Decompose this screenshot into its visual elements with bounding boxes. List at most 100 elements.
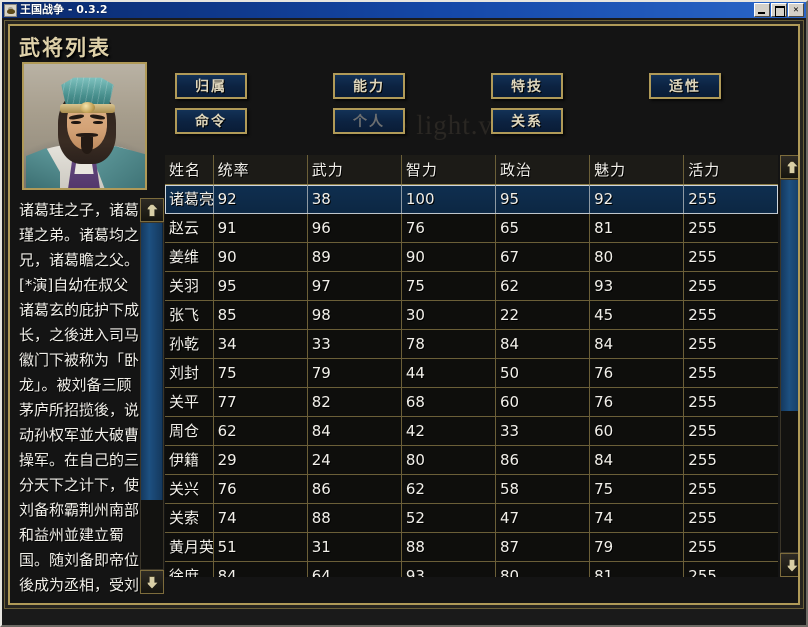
cell-leadership: 91	[213, 213, 308, 243]
table-row[interactable]: 伊籍 29 24 80 86 84 255	[165, 445, 778, 475]
column-header-leadership[interactable]: 统率	[213, 155, 308, 185]
biography-scroll-track[interactable]	[140, 222, 164, 570]
cell-might: 86	[307, 474, 402, 504]
portrait-brow-left	[68, 113, 85, 121]
cell-might: 84	[307, 416, 402, 446]
cell-might: 82	[307, 387, 402, 417]
biography-text: 诸葛珪之子，诸葛瑾之弟。诸葛均之兄，诸葛瞻之父。[*演]自幼在叔父诸葛玄的庇护下…	[19, 201, 140, 594]
column-header-charisma[interactable]: 魅力	[589, 155, 685, 185]
roster-scroll-thumb[interactable]	[781, 180, 798, 411]
cell-charisma: 75	[589, 474, 685, 504]
table-row[interactable]: 关羽 95 97 75 62 93 255	[165, 271, 778, 301]
cell-leadership: 92	[213, 184, 308, 214]
minimize-button[interactable]	[754, 3, 770, 17]
cell-name: 孙乾	[165, 329, 214, 359]
portrait-eye-right	[93, 121, 103, 124]
cell-leadership: 51	[213, 532, 308, 562]
cell-intellect: 62	[401, 474, 497, 504]
cell-intellect: 90	[401, 242, 497, 272]
roster-table: 姓名 统率 武力 智力 政治 魅力 活力 诸葛亮 92 38 100 95 92 255 赵云…	[165, 155, 778, 577]
tab-geren[interactable]: 个人	[333, 108, 405, 134]
cell-vitality: 255	[683, 329, 778, 359]
column-header-might[interactable]: 武力	[307, 155, 402, 185]
cell-charisma: 81	[589, 561, 685, 577]
roster-scroll-up-icon[interactable]	[780, 155, 798, 179]
cell-leadership: 77	[213, 387, 308, 417]
window-title: 王国战争 - 0.3.2	[20, 3, 108, 16]
cell-politics: 33	[495, 416, 591, 446]
cell-vitality: 255	[683, 532, 778, 562]
cell-might: 31	[307, 532, 402, 562]
cell-leadership: 74	[213, 503, 308, 533]
cell-politics: 47	[495, 503, 591, 533]
roster-table-body: 诸葛亮 92 38 100 95 92 255 赵云 91 96 76 65 81 255 姜维 90 89 90…	[165, 184, 778, 577]
roster-table-container[interactable]: 姓名 统率 武力 智力 政治 魅力 活力 诸葛亮 92 38 100 95 92 255 赵云…	[165, 155, 778, 577]
table-row[interactable]: 关兴 76 86 62 58 75 255	[165, 474, 778, 504]
biography-scrollbar[interactable]	[140, 198, 164, 594]
column-header-politics[interactable]: 政治	[495, 155, 591, 185]
table-row[interactable]: 关索 74 88 52 47 74 255	[165, 503, 778, 533]
table-row[interactable]: 孙乾 34 33 78 84 84 255	[165, 329, 778, 359]
cell-politics: 58	[495, 474, 591, 504]
character-portrait	[22, 62, 147, 190]
cell-name: 刘封	[165, 358, 214, 388]
cell-might: 33	[307, 329, 402, 359]
table-row[interactable]: 姜维 90 89 90 67 80 255	[165, 242, 778, 272]
window-controls: ✕	[754, 3, 805, 17]
portrait-hat-jewel	[80, 102, 95, 113]
biography-scroll-up-icon[interactable]	[140, 198, 164, 222]
table-row[interactable]: 黄月英 51 31 88 87 79 255	[165, 532, 778, 562]
tab-guanxi[interactable]: 关系	[491, 108, 563, 134]
roster-scroll-down-icon[interactable]	[780, 553, 798, 577]
column-header-name[interactable]: 姓名	[165, 155, 214, 185]
roster-scrollbar[interactable]	[780, 155, 798, 577]
portrait-beard	[81, 137, 93, 154]
tab-mingling[interactable]: 命令	[175, 108, 247, 134]
cell-intellect: 30	[401, 300, 497, 330]
cell-charisma: 84	[589, 445, 685, 475]
tab-teji[interactable]: 特技	[491, 73, 563, 99]
close-button[interactable]: ✕	[788, 3, 804, 17]
cell-leadership: 34	[213, 329, 308, 359]
cell-charisma: 76	[589, 358, 685, 388]
cell-intellect: 52	[401, 503, 497, 533]
cell-politics: 50	[495, 358, 591, 388]
tab-shixing[interactable]: 适性	[649, 73, 721, 99]
table-row[interactable]: 刘封 75 79 44 50 76 255	[165, 358, 778, 388]
cell-vitality: 255	[683, 445, 778, 475]
cell-politics: 95	[495, 184, 591, 214]
table-row[interactable]: 赵云 91 96 76 65 81 255	[165, 213, 778, 243]
cell-might: 88	[307, 503, 402, 533]
table-row[interactable]: 关平 77 82 68 60 76 255	[165, 387, 778, 417]
table-row[interactable]: 诸葛亮 92 38 100 95 92 255	[165, 184, 778, 214]
cell-charisma: 60	[589, 416, 685, 446]
biography-scroll-down-icon[interactable]	[140, 570, 164, 594]
cell-charisma: 76	[589, 387, 685, 417]
cell-vitality: 255	[683, 387, 778, 417]
cell-charisma: 74	[589, 503, 685, 533]
tab-guishu[interactable]: 归属	[175, 73, 247, 99]
cell-leadership: 62	[213, 416, 308, 446]
title-bar[interactable]: 王国战争 - 0.3.2 ✕	[2, 2, 806, 18]
cell-might: 24	[307, 445, 402, 475]
cell-name: 徐庶	[165, 561, 214, 577]
cell-intellect: 68	[401, 387, 497, 417]
table-row[interactable]: 张飞 85 98 30 22 45 255	[165, 300, 778, 330]
portrait-artwork	[24, 64, 145, 188]
maximize-button[interactable]	[771, 3, 787, 17]
app-icon	[4, 3, 17, 17]
roster-scroll-track[interactable]	[780, 179, 798, 553]
biography-scroll-thumb[interactable]	[141, 223, 163, 500]
table-row[interactable]: 徐庶 84 64 93 80 81 255	[165, 561, 778, 577]
cell-might: 97	[307, 271, 402, 301]
tab-nengli[interactable]: 能力	[333, 73, 405, 99]
cell-name: 赵云	[165, 213, 214, 243]
cell-politics: 22	[495, 300, 591, 330]
column-header-vitality[interactable]: 活力	[683, 155, 778, 185]
column-header-intellect[interactable]: 智力	[401, 155, 497, 185]
cell-vitality: 255	[683, 358, 778, 388]
cell-politics: 80	[495, 561, 591, 577]
cell-leadership: 84	[213, 561, 308, 577]
table-row[interactable]: 周仓 62 84 42 33 60 255	[165, 416, 778, 446]
